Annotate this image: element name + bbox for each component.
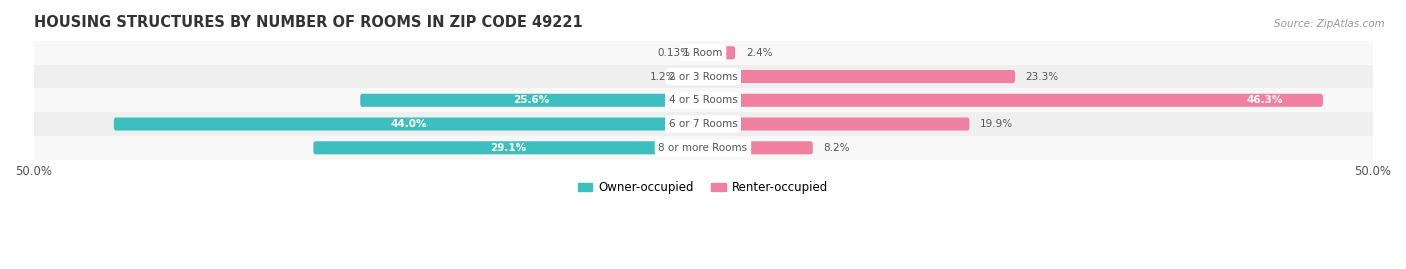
Text: HOUSING STRUCTURES BY NUMBER OF ROOMS IN ZIP CODE 49221: HOUSING STRUCTURES BY NUMBER OF ROOMS IN… xyxy=(34,15,582,30)
Bar xyxy=(34,112,1372,136)
FancyBboxPatch shape xyxy=(688,70,703,83)
FancyBboxPatch shape xyxy=(703,94,1323,107)
Text: 25.6%: 25.6% xyxy=(513,95,550,105)
FancyBboxPatch shape xyxy=(702,46,703,59)
Bar xyxy=(34,65,1372,89)
Bar xyxy=(34,89,1372,112)
FancyBboxPatch shape xyxy=(703,70,1015,83)
Text: 8 or more Rooms: 8 or more Rooms xyxy=(658,143,748,153)
Bar xyxy=(34,41,1372,65)
Text: 29.1%: 29.1% xyxy=(491,143,526,153)
Text: 0.13%: 0.13% xyxy=(658,48,690,58)
Text: 6 or 7 Rooms: 6 or 7 Rooms xyxy=(669,119,737,129)
FancyBboxPatch shape xyxy=(703,118,970,130)
Legend: Owner-occupied, Renter-occupied: Owner-occupied, Renter-occupied xyxy=(574,176,832,199)
FancyBboxPatch shape xyxy=(114,118,703,130)
Text: 1 Room: 1 Room xyxy=(683,48,723,58)
Text: 2 or 3 Rooms: 2 or 3 Rooms xyxy=(669,72,737,82)
Bar xyxy=(34,136,1372,160)
Text: 46.3%: 46.3% xyxy=(1246,95,1282,105)
Text: 8.2%: 8.2% xyxy=(824,143,851,153)
Text: 2.4%: 2.4% xyxy=(745,48,772,58)
Text: 19.9%: 19.9% xyxy=(980,119,1014,129)
Text: 4 or 5 Rooms: 4 or 5 Rooms xyxy=(669,95,737,105)
FancyBboxPatch shape xyxy=(360,94,703,107)
Text: 23.3%: 23.3% xyxy=(1026,72,1059,82)
Text: 1.2%: 1.2% xyxy=(650,72,676,82)
FancyBboxPatch shape xyxy=(703,141,813,154)
FancyBboxPatch shape xyxy=(703,46,735,59)
Text: 44.0%: 44.0% xyxy=(391,119,426,129)
FancyBboxPatch shape xyxy=(314,141,703,154)
Text: Source: ZipAtlas.com: Source: ZipAtlas.com xyxy=(1274,19,1385,29)
